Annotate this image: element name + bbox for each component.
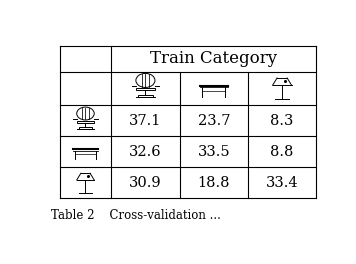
Text: 33.4: 33.4 [266, 176, 298, 190]
Text: 23.7: 23.7 [198, 114, 230, 128]
Bar [77, 121, 94, 123]
Bar [136, 88, 155, 90]
Text: Train Category: Train Category [150, 50, 277, 67]
Text: 30.9: 30.9 [129, 176, 162, 190]
Text: 32.6: 32.6 [129, 145, 162, 159]
Text: 37.1: 37.1 [129, 114, 162, 128]
Text: 33.5: 33.5 [198, 145, 230, 159]
Text: 8.8: 8.8 [271, 145, 294, 159]
Bar [79, 127, 92, 129]
Bar [138, 95, 153, 97]
Text: 8.3: 8.3 [271, 114, 294, 128]
Text: 18.8: 18.8 [198, 176, 230, 190]
Text: Table 2    Cross-validation ...: Table 2 Cross-validation ... [51, 209, 221, 221]
